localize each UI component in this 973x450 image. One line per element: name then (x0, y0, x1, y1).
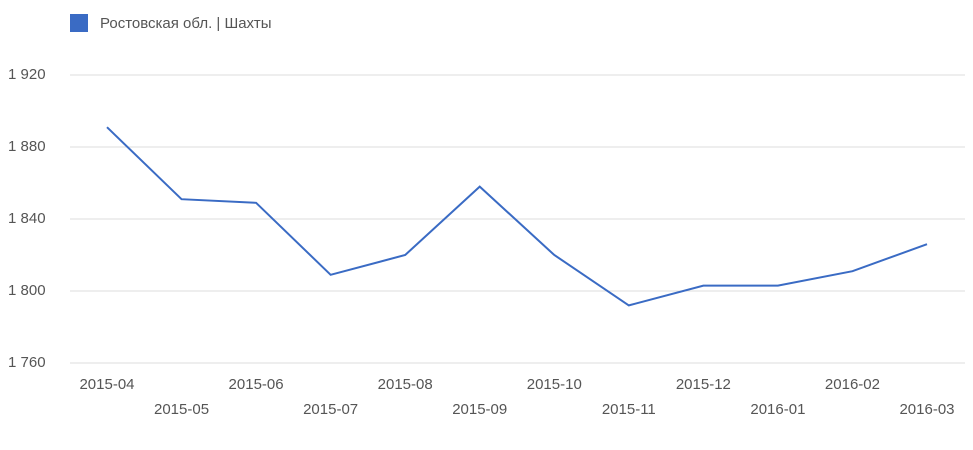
x-tick-label: 2015-08 (378, 376, 433, 393)
legend-swatch (70, 14, 88, 32)
x-tick-label: 2015-04 (79, 376, 134, 393)
y-tick-label: 1 920 (8, 66, 46, 83)
x-tick-label: 2016-02 (825, 376, 880, 393)
x-tick-label: 2015-07 (303, 401, 358, 418)
y-tick-label: 1 760 (8, 354, 46, 371)
y-tick-label: 1 800 (8, 282, 46, 299)
x-tick-label: 2015-10 (527, 376, 582, 393)
x-tick-label: 2015-09 (452, 401, 507, 418)
x-tick-label: 2015-12 (676, 376, 731, 393)
x-tick-label: 2015-06 (229, 376, 284, 393)
x-tick-label: 2016-03 (899, 401, 954, 418)
legend-label: Ростовская обл. | Шахты (100, 15, 272, 32)
x-tick-label: 2015-11 (602, 401, 656, 418)
series-line (106, 126, 928, 307)
x-tick-label: 2015-05 (154, 401, 209, 418)
y-tick-label: 1 840 (8, 210, 46, 227)
x-tick-label: 2016-01 (750, 401, 805, 418)
y-tick-label: 1 880 (8, 138, 46, 155)
